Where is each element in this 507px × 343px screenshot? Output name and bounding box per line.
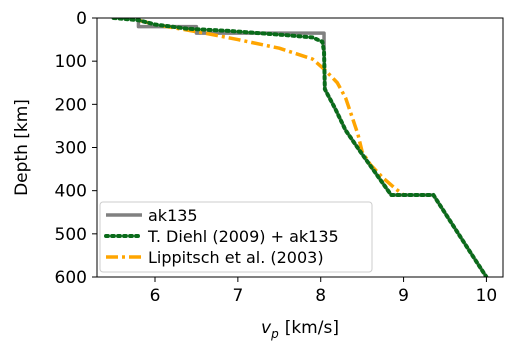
x-axis-label-unit: [km/s] <box>285 318 339 338</box>
legend-box <box>99 201 373 273</box>
series-line-3 <box>137 18 405 197</box>
legend: ak135 T. Diehl (2009) + ak135 Lippitsch et… <box>99 201 373 273</box>
y-tick-label: 200 <box>55 95 87 115</box>
x-tick-label: 8 <box>315 286 326 306</box>
x-tick-label: 9 <box>398 286 409 306</box>
y-tick-label: 600 <box>55 268 87 288</box>
legend-label-3: Lippitsch et al. (2003) <box>148 248 324 267</box>
x-axis-label-subscript: p <box>270 327 279 341</box>
legend-label-2: T. Diehl (2009) + ak135 <box>147 227 339 246</box>
series-layer <box>111 18 489 277</box>
x-tick-label: 6 <box>150 286 161 306</box>
x-tick-label: 10 <box>476 286 498 306</box>
y-axis-label: Depth [km] <box>12 99 32 196</box>
legend-items: ak135 T. Diehl (2009) + ak135 Lippitsch et… <box>104 206 339 267</box>
y-tick-label: 100 <box>55 52 87 72</box>
y-tick-label: 400 <box>55 182 87 202</box>
legend-label-1: ak135 <box>148 206 198 225</box>
y-tick-label: 0 <box>76 9 87 29</box>
x-axis-label-symbol: v <box>261 318 272 338</box>
y-tick-label: 300 <box>55 139 87 159</box>
x-tick-label: 7 <box>232 286 243 306</box>
series-line-2 <box>111 18 489 277</box>
x-axis-label: vp [km/s] <box>261 318 339 341</box>
y-tick-label: 500 <box>55 225 87 245</box>
